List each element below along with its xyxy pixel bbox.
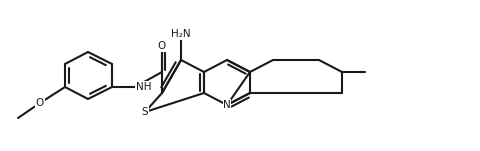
Text: O: O [157, 41, 166, 51]
Text: H₂N: H₂N [171, 29, 191, 39]
Text: NH: NH [136, 82, 151, 92]
Text: S: S [142, 107, 148, 117]
Text: N: N [223, 100, 230, 110]
Text: O: O [36, 98, 44, 108]
